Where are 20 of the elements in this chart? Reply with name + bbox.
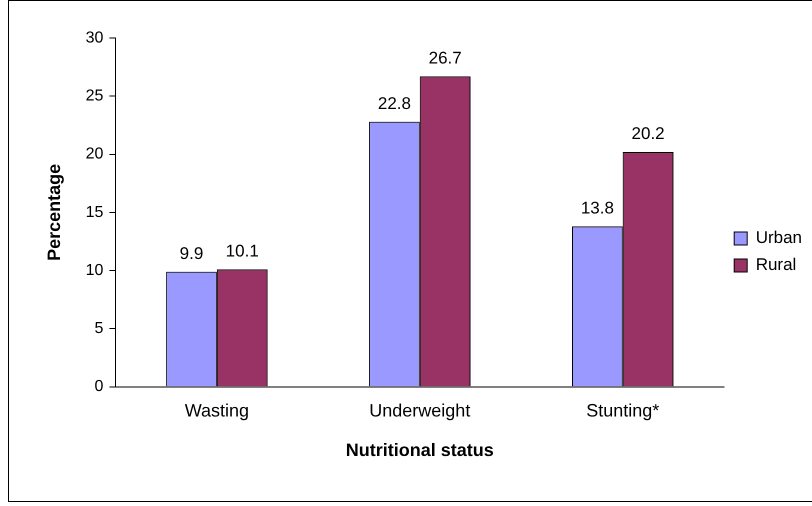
x-tick-label: Underweight bbox=[369, 400, 470, 421]
data-label: 20.2 bbox=[632, 124, 665, 144]
y-tick-label: 15 bbox=[86, 204, 104, 221]
y-tick-label: 20 bbox=[86, 146, 104, 163]
x-axis-title: Nutritional status bbox=[346, 440, 494, 460]
legend-label: Urban bbox=[756, 228, 802, 248]
x-tick-label: Wasting bbox=[184, 400, 250, 421]
y-tick-label: 5 bbox=[94, 320, 104, 338]
y-tick-label: 30 bbox=[86, 29, 104, 46]
data-label: 9.9 bbox=[180, 244, 204, 263]
y-axis-title: Percentage bbox=[44, 164, 64, 261]
x-tick-label: Stunting* bbox=[586, 400, 660, 421]
y-tick-label: 10 bbox=[86, 262, 104, 279]
y-tick-label: 0 bbox=[94, 378, 104, 396]
data-label: 13.8 bbox=[580, 198, 614, 218]
y-tick-label: 25 bbox=[86, 88, 104, 105]
data-label: 26.7 bbox=[428, 48, 462, 68]
data-label: 10.1 bbox=[226, 242, 259, 261]
legend-label: Rural bbox=[756, 255, 796, 274]
data-label: 22.8 bbox=[378, 94, 411, 113]
